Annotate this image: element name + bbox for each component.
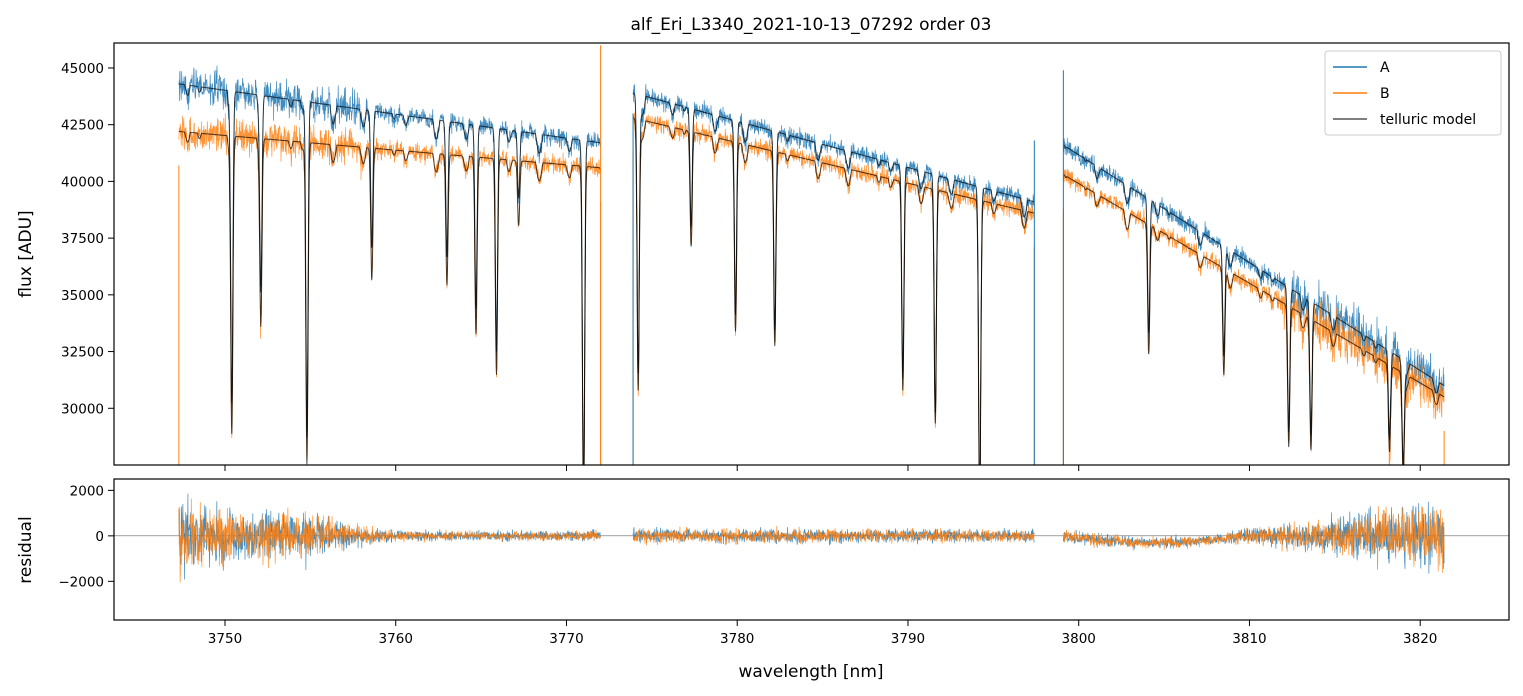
- residual-y-ticks: −2000 0 2000: [58, 483, 114, 590]
- flux-plot-area: [178, 45, 1445, 465]
- legend-label-B: B: [1380, 86, 1390, 102]
- residual-ytick-label: 2000: [70, 483, 104, 499]
- x-axis-label: wavelength [nm]: [738, 662, 883, 682]
- series-B-residual-seg-1: [632, 525, 1035, 546]
- flux-ytick-label: 32500: [61, 345, 104, 361]
- chart-title: alf_Eri_L3340_2021-10-13_07292 order 03: [631, 15, 992, 35]
- flux-ytick-label: 37500: [61, 231, 104, 247]
- residual-xtick-label: 3810: [1232, 631, 1266, 647]
- residual-xtick-label: 3820: [1403, 631, 1437, 647]
- residual-xtick-label: 3780: [720, 631, 754, 647]
- flux-ytick-label: 30000: [61, 401, 104, 417]
- residual-xtick-label: 3770: [549, 631, 583, 647]
- telluric-model-B-seg-1: [632, 117, 1035, 465]
- flux-panel: 30000 32500 35000 37500 40000 42500 45000 flux…: [16, 42, 1510, 471]
- legend-box: [1324, 50, 1502, 136]
- telluric-model-A-seg-2: [1063, 144, 1445, 465]
- series-A-flux-seg-2: [1063, 137, 1445, 465]
- series-A-flux-seg-0: [178, 65, 601, 465]
- series-B-flux-seg-1: [632, 112, 1035, 465]
- series-B-residual-seg-0: [178, 498, 601, 583]
- flux-ytick-label: 45000: [61, 61, 104, 77]
- legend: A B telluric model: [1324, 50, 1502, 136]
- flux-axes-frame: [113, 42, 1510, 466]
- series-B-flux-seg-2: [1063, 169, 1445, 465]
- residual-xtick-label: 3760: [379, 631, 413, 647]
- residual-plot-area: [114, 493, 1509, 583]
- flux-y-label: flux [ADU]: [16, 210, 36, 297]
- residual-axes-frame: [113, 478, 1510, 621]
- residual-ytick-label: 0: [95, 529, 104, 545]
- legend-label-model: telluric model: [1380, 112, 1476, 128]
- residual-y-label: residual: [16, 516, 36, 583]
- residual-xtick-label: 3750: [208, 631, 242, 647]
- telluric-model-A-seg-0: [178, 83, 601, 465]
- legend-label-A: A: [1380, 60, 1390, 76]
- telluric-model-B-seg-0: [178, 131, 601, 465]
- residual-xtick-label: 3790: [891, 631, 925, 647]
- flux-y-ticks: 30000 32500 35000 37500 40000 42500 45000: [61, 61, 114, 417]
- flux-ytick-label: 42500: [61, 118, 104, 134]
- flux-ytick-label: 40000: [61, 174, 104, 190]
- residual-ytick-label: −2000: [58, 574, 104, 590]
- series-B-flux-seg-0: [178, 113, 601, 465]
- residual-x-ticks: 3750 3760 3770 3780 3790 3800 3810 3820: [208, 620, 1437, 647]
- telluric-model-A-seg-1: [632, 92, 1035, 465]
- telluric-model-B-seg-2: [1063, 174, 1445, 465]
- series-B-residual-seg-2: [1063, 506, 1445, 573]
- flux-ytick-label: 35000: [61, 288, 104, 304]
- residual-xtick-label: 3800: [1062, 631, 1096, 647]
- flux-x-ticks: [224, 465, 1421, 471]
